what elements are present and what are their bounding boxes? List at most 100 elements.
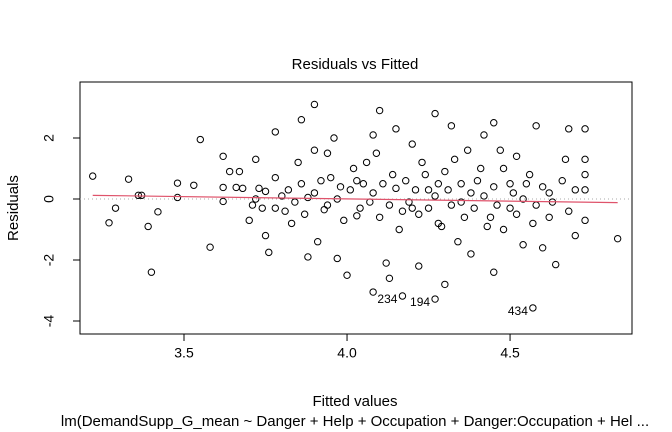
point	[558, 177, 566, 185]
point	[424, 204, 433, 212]
point	[499, 164, 508, 173]
point	[405, 198, 413, 206]
point	[278, 192, 286, 200]
point	[493, 201, 501, 209]
point	[291, 198, 299, 206]
point	[385, 201, 394, 209]
point	[225, 167, 234, 176]
point	[235, 167, 244, 176]
point	[323, 149, 332, 157]
point	[434, 180, 443, 188]
point	[411, 186, 420, 194]
point	[124, 175, 133, 183]
point	[519, 195, 527, 203]
point	[581, 216, 589, 225]
point	[284, 186, 293, 194]
point	[310, 189, 319, 197]
point	[375, 106, 384, 115]
point	[137, 191, 146, 200]
point	[362, 158, 371, 167]
point	[300, 210, 309, 218]
point	[441, 280, 449, 289]
point	[509, 189, 518, 197]
point	[388, 170, 397, 179]
point	[271, 173, 280, 182]
point	[398, 292, 407, 300]
point	[538, 183, 547, 191]
point	[313, 238, 322, 246]
point	[480, 192, 488, 200]
point	[333, 254, 341, 263]
point	[372, 149, 381, 157]
point	[529, 219, 537, 228]
y-tick-label: -2	[41, 254, 57, 267]
point	[294, 158, 302, 167]
point	[398, 207, 407, 215]
point	[506, 180, 514, 188]
point-label: 434	[508, 304, 528, 318]
point	[356, 204, 364, 212]
plot-frame	[79, 81, 633, 335]
point	[281, 207, 289, 215]
point	[336, 183, 345, 191]
point	[349, 164, 358, 173]
point	[147, 268, 156, 276]
point	[196, 135, 205, 144]
point	[271, 204, 280, 212]
point	[457, 180, 465, 188]
point	[571, 231, 579, 240]
point	[382, 259, 390, 267]
point	[317, 177, 325, 185]
point	[532, 201, 540, 209]
point	[219, 183, 227, 192]
point	[330, 134, 338, 142]
point	[561, 155, 570, 164]
point	[369, 189, 377, 197]
point	[190, 181, 198, 189]
point	[408, 204, 416, 212]
point	[248, 201, 257, 209]
smooth-line	[92, 194, 618, 204]
point	[238, 184, 247, 193]
x-tick-label: 4.0	[337, 345, 357, 361]
point	[353, 177, 361, 185]
point	[144, 222, 152, 231]
point	[287, 219, 296, 228]
point	[552, 260, 560, 269]
point	[105, 219, 113, 227]
point	[467, 250, 475, 258]
point	[444, 186, 452, 194]
point	[408, 140, 416, 148]
point	[431, 295, 439, 303]
point	[258, 204, 266, 212]
point	[392, 125, 400, 133]
point	[431, 109, 439, 118]
y-axis-label: Residuals	[5, 175, 22, 241]
point	[490, 268, 498, 276]
point	[538, 244, 547, 252]
point	[447, 122, 456, 130]
point	[519, 241, 527, 249]
point	[369, 131, 377, 139]
point	[327, 173, 335, 182]
point	[477, 164, 485, 173]
y-tick-label: -4	[41, 315, 57, 328]
point	[297, 180, 306, 188]
point	[379, 180, 387, 188]
point	[252, 155, 260, 164]
point	[480, 131, 488, 139]
point	[271, 128, 280, 136]
point	[522, 180, 531, 188]
point	[385, 274, 394, 283]
point	[565, 125, 573, 133]
point	[545, 189, 553, 197]
point	[418, 158, 426, 167]
point	[340, 216, 348, 225]
point	[490, 183, 498, 191]
point	[467, 189, 475, 197]
point	[512, 210, 521, 218]
point	[460, 213, 469, 222]
point	[245, 216, 253, 225]
point	[402, 177, 410, 185]
chart-title: Residuals vs Fitted	[292, 56, 419, 73]
